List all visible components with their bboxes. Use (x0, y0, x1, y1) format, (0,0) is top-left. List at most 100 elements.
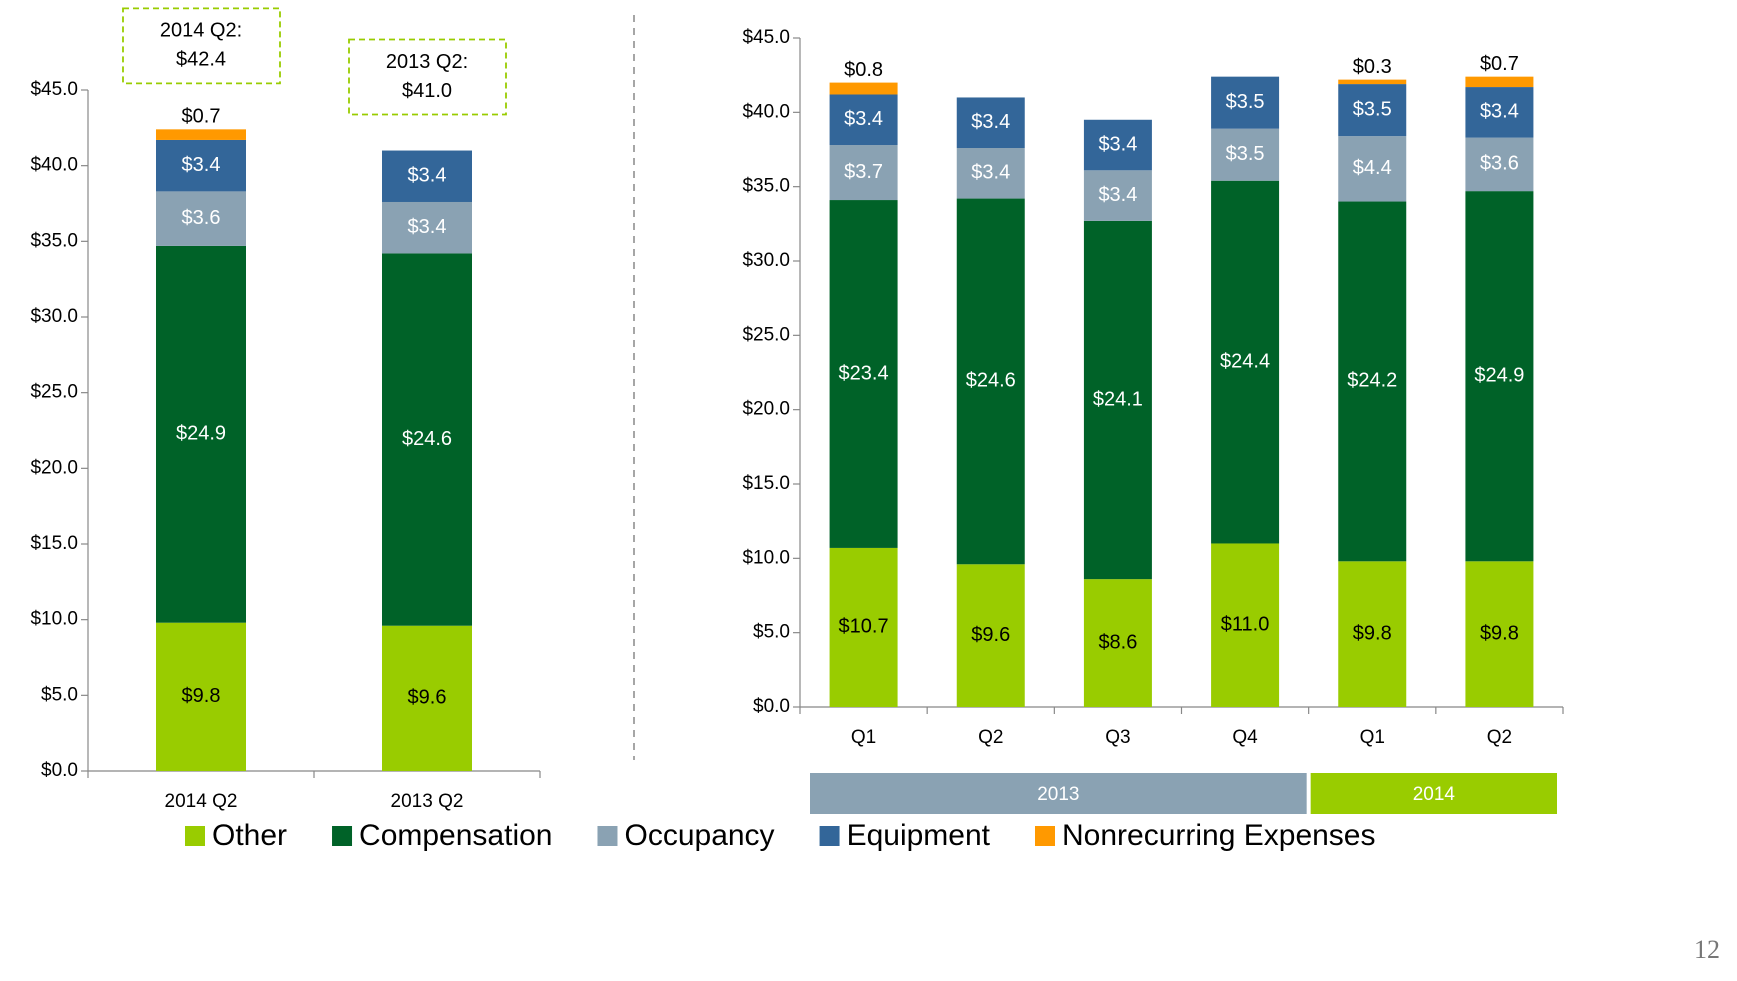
bar-segment (956, 564, 1025, 707)
value-label: $24.1 (1093, 388, 1143, 410)
y-tick-label: $35.0 (30, 230, 78, 251)
legend-label: Occupancy (624, 819, 774, 852)
value-label: $3.4 (844, 108, 883, 130)
bar-segment (1211, 128, 1280, 181)
y-tick-label: $45.0 (30, 79, 78, 100)
value-label: $24.2 (1347, 370, 1397, 392)
bar-segment (1083, 220, 1152, 580)
y-tick-label: $35.0 (742, 176, 790, 197)
bar-segment (1338, 84, 1407, 137)
legend-swatch (1035, 826, 1055, 846)
value-label: $0.8 (844, 59, 883, 81)
value-label: $9.6 (408, 687, 447, 709)
bar-segment (956, 148, 1025, 199)
y-tick-label: $15.0 (742, 473, 790, 494)
value-label: $3.4 (1098, 184, 1137, 206)
x-tick-label: Q1 (851, 727, 876, 748)
value-label: $3.5 (1226, 143, 1265, 165)
bar-segment (1083, 579, 1152, 707)
y-tick-label: $25.0 (742, 324, 790, 345)
y-tick-label: $0.0 (753, 696, 790, 717)
x-tick-label: Q2 (1487, 727, 1512, 748)
y-tick-label: $40.0 (742, 101, 790, 122)
bar-segment (156, 129, 246, 140)
value-label: $3.4 (408, 216, 447, 238)
group-label: 2014 (1413, 784, 1456, 805)
value-label: $9.8 (1480, 622, 1519, 644)
group-band (810, 773, 1307, 814)
bar-segment (382, 150, 472, 202)
bar-segment (1338, 561, 1407, 707)
value-label: $3.4 (408, 165, 447, 187)
x-tick-label: Q4 (1232, 727, 1258, 748)
bar-segment (829, 547, 898, 707)
bar-segment (382, 201, 472, 254)
bar-segment (1338, 79, 1407, 85)
value-label: $3.6 (1480, 153, 1519, 175)
value-label: $3.4 (1098, 133, 1137, 155)
value-label: $3.7 (844, 161, 883, 183)
annotation-text: $42.4 (176, 49, 226, 71)
bar-segment (1465, 76, 1534, 88)
y-tick-label: $10.0 (742, 547, 790, 568)
value-label: $0.7 (182, 106, 221, 128)
bar-segment (382, 625, 472, 771)
value-label: $24.9 (176, 423, 226, 445)
legend-swatch (185, 826, 205, 846)
legend-swatch (819, 826, 840, 846)
annotation-box (122, 7, 281, 85)
bar-segment (829, 94, 898, 146)
legend-label: Nonrecurring Expenses (1062, 819, 1376, 852)
value-label: $8.6 (1098, 631, 1137, 653)
value-label: $3.5 (1226, 91, 1265, 113)
value-label: $23.4 (839, 362, 889, 384)
y-tick-label: $0.0 (41, 760, 78, 781)
value-label: $24.6 (402, 428, 452, 450)
y-tick-label: $20.0 (30, 457, 78, 478)
value-label: $24.9 (1474, 364, 1524, 386)
bar-segment (956, 198, 1025, 565)
y-tick-label: $25.0 (30, 382, 78, 403)
y-tick-label: $40.0 (30, 155, 78, 176)
value-label: $3.6 (182, 207, 221, 229)
value-label: $0.7 (1480, 53, 1519, 75)
value-label: $9.6 (971, 624, 1010, 646)
annotation-text: $41.0 (402, 80, 452, 102)
value-label: $0.3 (1353, 56, 1392, 78)
y-tick-label: $5.0 (41, 684, 78, 705)
bar-segment (829, 82, 898, 95)
y-tick-label: $15.0 (30, 533, 78, 554)
bar-segment (1465, 87, 1534, 138)
value-label: $9.8 (182, 685, 221, 707)
bar-segment (1211, 76, 1280, 129)
value-label: $24.4 (1220, 350, 1270, 372)
bar-segment (1211, 543, 1280, 707)
x-tick-label: Q1 (1360, 727, 1385, 748)
value-label: $10.7 (839, 616, 889, 638)
annotation-box (348, 38, 507, 116)
bar-segment (829, 200, 898, 548)
bar-segment (1338, 201, 1407, 562)
bar-segment (1338, 136, 1407, 202)
x-tick-label: Q2 (978, 727, 1003, 748)
value-label: $3.4 (182, 154, 221, 176)
bar-segment (156, 245, 246, 623)
bar-segment (1465, 561, 1534, 707)
y-tick-label: $45.0 (742, 27, 790, 48)
bar-segment (156, 622, 246, 771)
value-label: $24.6 (966, 370, 1016, 392)
bar-segment (956, 97, 1025, 149)
legend-swatch (597, 826, 618, 846)
value-label: $3.4 (971, 162, 1010, 184)
x-tick-label: 2014 Q2 (165, 791, 238, 812)
group-label: 2013 (1037, 784, 1079, 805)
bar-segment (156, 139, 246, 192)
legend-label: Other (212, 819, 287, 852)
value-label: $9.8 (1353, 622, 1392, 644)
legend-label: Compensation (359, 819, 552, 852)
value-label: $3.4 (1480, 101, 1519, 123)
legend-swatch (332, 826, 353, 846)
value-label: $11.0 (1221, 614, 1270, 636)
annotation-title: 2014 Q2: (160, 20, 242, 42)
